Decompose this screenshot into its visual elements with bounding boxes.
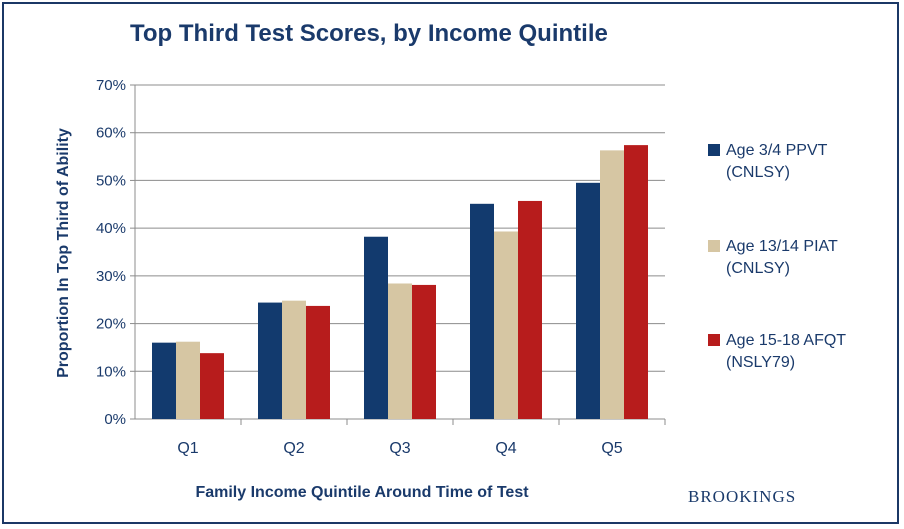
y-axis-label: Proportion In Top Third of Ability [55,128,72,378]
bar [576,182,600,419]
y-tick-label: 70% [96,77,126,94]
chart-frame [2,2,899,524]
x-tick-label: Q1 [177,440,198,457]
legend-label-line: Age 13/14 PIAT [726,238,838,255]
chart-title: Top Third Test Scores, by Income Quintil… [130,20,608,47]
legend-label-line: (CNLSY) [726,164,791,181]
bar [258,302,282,419]
y-tick-label: 60% [96,125,126,142]
bar [306,305,330,419]
bar [282,300,306,419]
legend-label: Age 13/14 PIAT (CNLSY) [726,236,886,280]
bar [388,283,412,419]
bar [600,150,624,419]
legend-label: Age 15-18 AFQT (NSLY79) [726,330,886,374]
legend-label-line: (NSLY79) [726,354,796,371]
x-tick-label: Q2 [283,440,304,457]
x-tick-label: Q5 [601,440,622,457]
y-tick-label: 10% [96,363,126,380]
legend-swatch [708,144,720,156]
bar [200,353,224,419]
y-tick-label: 50% [96,172,126,189]
brookings-logo: BROOKINGS [688,487,797,506]
x-tick-label: Q3 [389,440,410,457]
legend-swatch [708,334,720,346]
legend-label-line: Age 15-18 AFQT [726,332,847,349]
x-axis-label: Family Income Quintile Around Time of Te… [195,484,529,501]
bar [152,342,176,419]
y-tick-label: 0% [104,411,126,428]
bar [412,284,436,419]
legend-label-line: Age 3/4 PPVT [726,142,828,159]
bar [470,203,494,419]
legend-label-line: (CNLSY) [726,260,791,277]
legend-swatch [708,240,720,252]
bar [518,200,542,419]
bar [364,236,388,419]
legend-label: Age 3/4 PPVT (CNLSY) [726,140,886,184]
y-tick-label: 20% [96,316,126,333]
y-tick-label: 30% [96,268,126,285]
y-tick-label: 40% [96,220,126,237]
bar [176,341,200,419]
bar [494,231,518,419]
bar [624,145,648,419]
x-tick-label: Q4 [495,440,516,457]
